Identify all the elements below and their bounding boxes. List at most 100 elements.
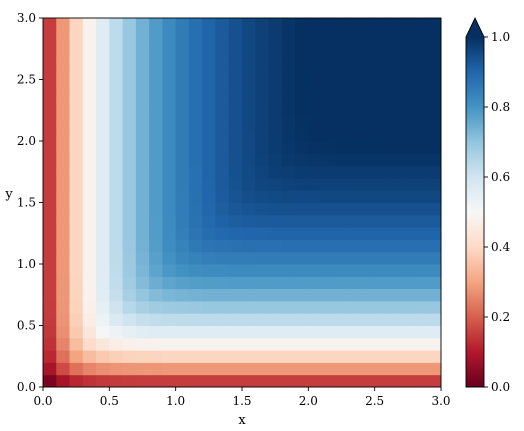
heatmap-cell [202, 54, 216, 68]
heatmap-cell [321, 325, 336, 339]
heatmap-cell [215, 18, 230, 31]
heatmap-cell [361, 67, 376, 80]
y-tick-label: 1.5 [17, 196, 36, 210]
heatmap-cell [281, 374, 296, 388]
heatmap-cell [281, 313, 296, 326]
heatmap-cell [295, 214, 309, 228]
heatmap-cell [427, 177, 442, 191]
heatmap-cell [255, 350, 270, 363]
heatmap-cell [56, 337, 71, 351]
heatmap-cell [162, 153, 177, 167]
colorbar-outline [465, 16, 485, 388]
heatmap-cell [215, 30, 230, 44]
heatmap-cell [281, 337, 296, 351]
heatmap-cell [374, 350, 389, 363]
heatmap-cell [202, 153, 216, 167]
heatmap-cell [149, 42, 163, 56]
heatmap-cell [427, 141, 442, 154]
heatmap-cell [69, 288, 84, 302]
heatmap-cell [202, 374, 216, 388]
heatmap-cell [188, 153, 203, 167]
heatmap-cell [308, 264, 323, 277]
heatmap-cell [401, 264, 415, 277]
heatmap-cell [242, 214, 256, 228]
heatmap-cell [149, 325, 163, 339]
heatmap-cell [109, 153, 124, 167]
heatmap-cell [69, 362, 84, 376]
heatmap-cell [361, 300, 376, 314]
heatmap-cell [162, 116, 177, 130]
heatmap-cell [387, 227, 402, 240]
heatmap-cell [268, 165, 283, 179]
heatmap-cell [255, 42, 270, 56]
heatmap-cell [361, 350, 376, 363]
heatmap-cell [96, 141, 110, 154]
heatmap-cell [361, 202, 376, 216]
heatmap-cell [96, 313, 110, 326]
heatmap-cell [215, 227, 230, 240]
heatmap-cell [255, 91, 270, 105]
heatmap-cell [387, 276, 402, 290]
heatmap-cell [414, 350, 429, 363]
heatmap-cell [255, 264, 270, 277]
heatmap-cell [255, 177, 270, 191]
heatmap-cell [135, 116, 150, 130]
heatmap-cell [414, 104, 429, 117]
heatmap-cell [56, 153, 71, 167]
heatmap-cell [122, 128, 137, 142]
heatmap-cell [334, 67, 349, 80]
heatmap-cell [188, 128, 203, 142]
heatmap-cell [387, 337, 402, 351]
heatmap-cell [175, 350, 190, 363]
heatmap-cell [82, 276, 97, 290]
heatmap-cell [401, 202, 415, 216]
heatmap-cell [427, 313, 442, 326]
heatmap-cell [295, 300, 309, 314]
heatmap-cell [308, 300, 323, 314]
heatmap-cell [96, 190, 110, 203]
heatmap-cell [135, 251, 150, 265]
heatmap-cell [43, 177, 57, 191]
heatmap-cell [321, 18, 336, 31]
y-tick-label: 1.0 [17, 257, 36, 271]
heatmap-cell [202, 288, 216, 302]
heatmap-cell [374, 374, 389, 388]
heatmap-cell [188, 104, 203, 117]
heatmap-cell [135, 91, 150, 105]
heatmap-cell [162, 79, 177, 93]
heatmap-cell [56, 325, 71, 339]
colorbar-tick-label: 0.6 [491, 170, 510, 184]
heatmap-cell [82, 288, 97, 302]
heatmap-cell [175, 30, 190, 44]
heatmap-cell [348, 177, 362, 191]
heatmap-cell [334, 177, 349, 191]
heatmap-cell [149, 30, 163, 44]
heatmap-cell [401, 42, 415, 56]
heatmap-cell [374, 67, 389, 80]
heatmap-cell [162, 190, 177, 203]
heatmap-cell [109, 18, 124, 31]
heatmap-cell [122, 264, 137, 277]
heatmap-cell [374, 214, 389, 228]
heatmap-cell [215, 350, 230, 363]
heatmap-cell [215, 288, 230, 302]
heatmap-cell [43, 288, 57, 302]
heatmap-cell [69, 79, 84, 93]
heatmap-cell [268, 42, 283, 56]
heatmap-cell [135, 362, 150, 376]
heatmap-cell [242, 116, 256, 130]
heatmap-cell [295, 288, 309, 302]
heatmap-cell [348, 153, 362, 167]
heatmap-cell [401, 153, 415, 167]
heatmap-cell [281, 288, 296, 302]
heatmap-cell [268, 337, 283, 351]
heatmap-cell [255, 104, 270, 117]
heatmap-cell [43, 153, 57, 167]
heatmap-cell [348, 190, 362, 203]
heatmap-cell [401, 67, 415, 80]
heatmap-cell [268, 30, 283, 44]
heatmap-cell [43, 18, 57, 31]
heatmap-cell [361, 54, 376, 68]
heatmap-cell [122, 190, 137, 203]
